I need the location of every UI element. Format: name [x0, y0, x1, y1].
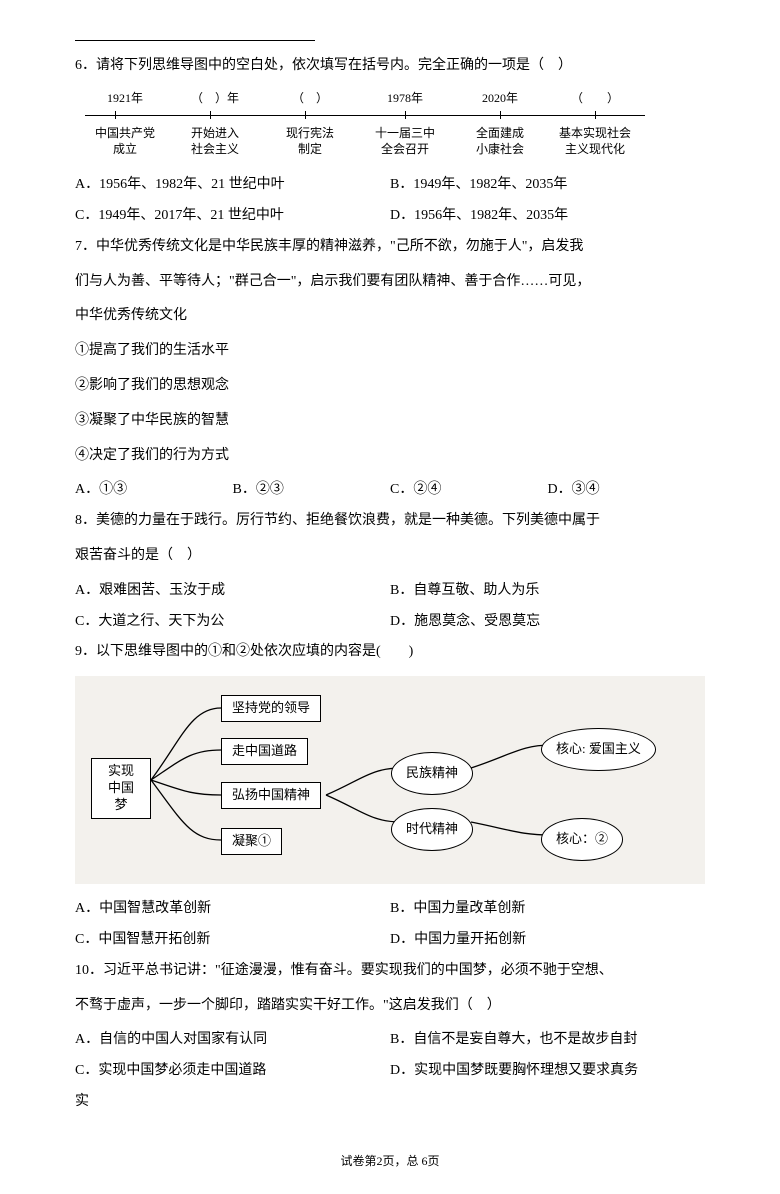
tl-top-2: （ ） — [265, 90, 355, 107]
q9-opt-d[interactable]: D．中国力量开拓创新 — [390, 925, 705, 956]
q8-opt-d[interactable]: D．施恩莫念、受恩莫忘 — [390, 607, 705, 638]
q6-options: A．1956年、1982年、21 世纪中叶 B．1949年、1982年、2035… — [75, 170, 705, 232]
q6-opt-b[interactable]: B．1949年、1982年、2035年 — [390, 170, 705, 201]
mm-o1: 民族精神 — [391, 752, 473, 795]
q7-s2: ②影响了我们的思想观念 — [75, 371, 705, 402]
tl-top-4: 2020年 — [455, 90, 545, 107]
q6-opt-d[interactable]: D．1956年、1982年、2035年 — [390, 201, 705, 232]
mm-o3: 核心: 爱国主义 — [541, 728, 656, 771]
q10-p2: 不骛于虚声，一步一个脚印，踏踏实实干好工作。"这启发我们（ ） — [75, 991, 705, 1022]
q9-opt-c[interactable]: C．中国智慧开拓创新 — [75, 925, 390, 956]
mm-o2: 时代精神 — [391, 808, 473, 851]
mm-root: 实现 中国梦 — [91, 758, 151, 819]
page-footer: 试卷第2页，总 6页 — [75, 1148, 705, 1174]
q10-tail: 实 — [75, 1087, 705, 1118]
q7-p3: 中华优秀传统文化 — [75, 301, 705, 332]
q7-opt-b[interactable]: B．②③ — [233, 475, 391, 506]
q8-p1: 8．美德的力量在于践行。厉行节约、拒绝餐饮浪费，就是一种美德。下列美德中属于 — [75, 506, 705, 537]
tl-top-1: （ ）年 — [165, 90, 265, 107]
tl-bot-1: 开始进入 社会主义 — [165, 125, 265, 159]
q8-p2: 艰苦奋斗的是（ ） — [75, 541, 705, 572]
q9-options: A．中国智慧改革创新 B．中国力量改革创新 C．中国智慧开拓创新 D．中国力量开… — [75, 894, 705, 956]
q6-opt-a[interactable]: A．1956年、1982年、21 世纪中叶 — [75, 170, 390, 201]
q7-opt-d[interactable]: D．③④ — [548, 475, 706, 506]
q8-options: A．艰难困苦、玉汝于成 B．自尊互敬、助人为乐 C．大道之行、天下为公 D．施恩… — [75, 576, 705, 638]
mm-n2: 走中国道路 — [221, 738, 308, 765]
q7-opt-a[interactable]: A．①③ — [75, 475, 233, 506]
q10-p1: 10．习近平总书记讲："征途漫漫，惟有奋斗。要实现我们的中国梦，必须不驰于空想、 — [75, 956, 705, 987]
q6-opt-c[interactable]: C．1949年、2017年、21 世纪中叶 — [75, 201, 390, 232]
q7-options: A．①③ B．②③ C．②④ D．③④ — [75, 475, 705, 506]
tl-bot-2: 现行宪法 制定 — [265, 125, 355, 159]
tl-top-5: （ ） — [545, 90, 645, 107]
q7-p2: 们与人为善、平等待人；"群己合一"，启示我们要有团队精神、善于合作……可见， — [75, 267, 705, 298]
q7-s1: ①提高了我们的生活水平 — [75, 336, 705, 367]
tl-bot-3: 十一届三中 全会召开 — [355, 125, 455, 159]
mm-n4: 凝聚① — [221, 828, 282, 855]
q9-mindmap: 实现 中国梦 坚持党的领导 走中国道路 弘扬中国精神 凝聚① 民族精神 时代精神… — [91, 690, 681, 870]
tl-bot-5: 基本实现社会 主义现代化 — [545, 125, 645, 159]
q10-opt-a[interactable]: A．自信的中国人对国家有认同 — [75, 1025, 390, 1056]
q7-s3: ③凝聚了中华民族的智慧 — [75, 406, 705, 437]
q8-opt-b[interactable]: B．自尊互敬、助人为乐 — [390, 576, 705, 607]
mm-n3: 弘扬中国精神 — [221, 782, 321, 809]
header-rule — [75, 40, 315, 41]
question-6-text: 6．请将下列思维导图中的空白处，依次填写在括号内。完全正确的一项是（ ） — [75, 51, 705, 82]
q6-timeline: 1921年 （ ）年 （ ） 1978年 2020年 （ ） 中国共产党 成立 … — [75, 90, 705, 158]
mm-o4: 核心：② — [541, 818, 623, 861]
q10-opt-c[interactable]: C．实现中国梦必须走中国道路 — [75, 1056, 390, 1087]
q10-options: A．自信的中国人对国家有认同 B．自信不是妄自尊大，也不是故步自封 C．实现中国… — [75, 1025, 705, 1087]
q9-mindmap-wrap: 实现 中国梦 坚持党的领导 走中国道路 弘扬中国精神 凝聚① 民族精神 时代精神… — [75, 676, 705, 884]
q9-opt-a[interactable]: A．中国智慧改革创新 — [75, 894, 390, 925]
tl-bot-0: 中国共产党 成立 — [85, 125, 165, 159]
q7-s4: ④决定了我们的行为方式 — [75, 441, 705, 472]
q7-opt-c[interactable]: C．②④ — [390, 475, 548, 506]
q10-opt-b[interactable]: B．自信不是妄自尊大，也不是故步自封 — [390, 1025, 705, 1056]
q7-p1: 7．中华优秀传统文化是中华民族丰厚的精神滋养，"己所不欲，勿施于人"，启发我 — [75, 232, 705, 263]
q8-opt-c[interactable]: C．大道之行、天下为公 — [75, 607, 390, 638]
q9-text: 9．以下思维导图中的①和②处依次应填的内容是( ) — [75, 637, 705, 668]
q9-opt-b[interactable]: B．中国力量改革创新 — [390, 894, 705, 925]
tl-top-0: 1921年 — [85, 90, 165, 107]
tl-top-3: 1978年 — [355, 90, 455, 107]
q8-opt-a[interactable]: A．艰难困苦、玉汝于成 — [75, 576, 390, 607]
q10-opt-d[interactable]: D．实现中国梦既要胸怀理想又要求真务 — [390, 1056, 705, 1087]
mm-n1: 坚持党的领导 — [221, 695, 321, 722]
tl-bot-4: 全面建成 小康社会 — [455, 125, 545, 159]
